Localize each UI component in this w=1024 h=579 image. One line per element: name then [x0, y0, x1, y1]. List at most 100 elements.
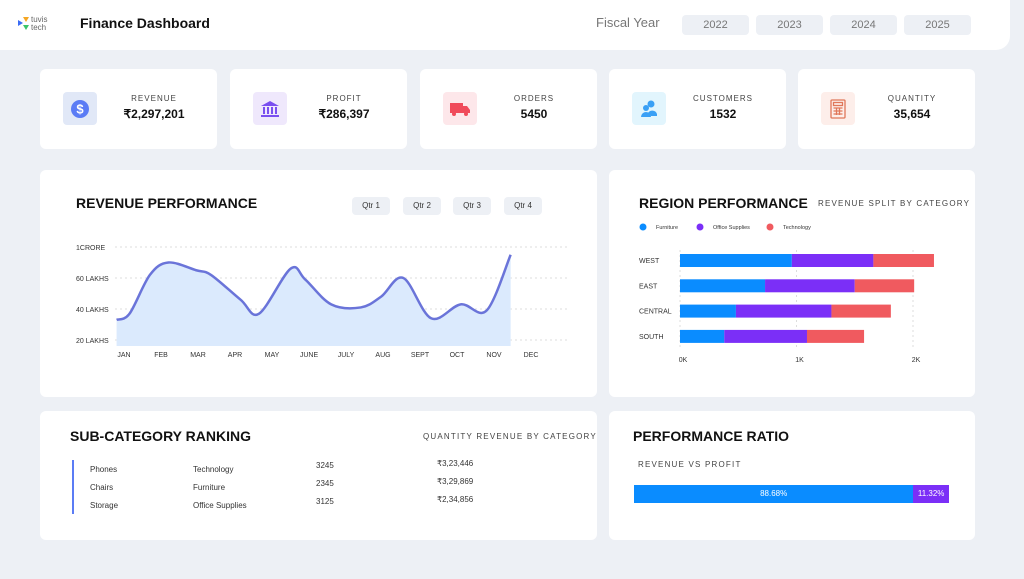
quantity: 3125	[316, 497, 334, 506]
qtr-4-button[interactable]: Qtr 4	[504, 197, 542, 215]
x-tick-label: DEC	[524, 352, 539, 359]
card-title: SUB-CATEGORY RANKING	[70, 428, 251, 444]
row-indicator	[72, 460, 74, 478]
table-row: Chairs Furniture 2345 ₹3,29,869	[70, 477, 570, 498]
kpi-value: 5450	[520, 107, 548, 121]
card-subtitle: REVENUE SPLIT BY CATEGORY	[818, 199, 971, 208]
table-row: Storage Office Supplies 3125 ₹2,34,856	[70, 495, 570, 516]
kpi-label: PROFIT	[326, 94, 362, 103]
dollar-icon: $	[63, 92, 97, 125]
header: tuvis tech Finance Dashboard Fiscal Year…	[0, 0, 1010, 50]
legend-marker	[766, 223, 774, 231]
profit-segment: 11.32%	[913, 485, 949, 503]
legend-marker	[639, 223, 647, 231]
y-tick-label: WEST	[639, 258, 660, 265]
y-tick-label: SOUTH	[639, 334, 664, 341]
kpi-card-revenue: $ REVENUE ₹2,297,201	[40, 69, 217, 149]
x-tick-label: FEB	[154, 352, 168, 359]
qtr-2-button[interactable]: Qtr 2	[403, 197, 441, 215]
card-subtitle: QUANTITY REVENUE BY CATEGORY	[423, 432, 597, 441]
kpi-value: 1532	[709, 107, 737, 121]
bar-segment	[680, 254, 792, 267]
bar-segment	[831, 304, 891, 318]
revenue: ₹3,29,869	[437, 477, 474, 486]
x-tick-label: OCT	[450, 352, 466, 359]
revenue: ₹2,34,856	[437, 495, 474, 504]
x-tick-label: JULY	[338, 352, 355, 359]
card-title: PERFORMANCE RATIO	[633, 428, 790, 444]
performance-ratio-card: PERFORMANCE RATIO REVENUE VS PROFIT 88.6…	[609, 411, 975, 540]
region-bar-chart: 0K 1K 2K Furniture Office Supplies Technology…	[639, 223, 934, 364]
sub-category-ranking-card: SUB-CATEGORY RANKING QUANTITY REVENUE BY…	[40, 411, 597, 540]
kpi-card-profit: PROFIT ₹286,397	[230, 69, 407, 149]
y-tick-label: EAST	[639, 283, 658, 290]
truck-icon	[443, 92, 477, 125]
subcategory-name: Chairs	[90, 483, 114, 492]
table-row: Phones Technology 3245 ₹3,23,446	[70, 459, 570, 480]
year-button-2023[interactable]: 2023	[756, 15, 823, 35]
x-tick-label: 2K	[912, 357, 921, 364]
category-name: Furniture	[193, 483, 226, 492]
quantity: 2345	[316, 479, 334, 488]
kpi-value: ₹286,397	[318, 107, 370, 121]
page-title: Finance Dashboard	[80, 15, 210, 31]
y-tick-label: CENTRAL	[639, 309, 672, 316]
bar-segment	[680, 304, 736, 318]
bar-segment	[854, 279, 915, 293]
card-title: REVENUE PERFORMANCE	[76, 195, 258, 211]
year-button-2024[interactable]: 2024	[830, 15, 897, 35]
x-tick-label: 1K	[795, 357, 804, 364]
year-button-2022[interactable]: 2022	[682, 15, 749, 35]
kpi-value: 35,654	[893, 107, 931, 121]
x-tick-label: SEPT	[411, 352, 430, 359]
y-tick-label: 20 LAKHS	[76, 338, 109, 345]
card-title: REGION PERFORMANCE	[639, 195, 808, 211]
legend-label: Technology	[783, 225, 811, 231]
x-tick-label: MAR	[190, 352, 206, 359]
area-fill	[116, 254, 511, 346]
x-tick-label: JUNE	[300, 352, 319, 359]
x-tick-label: MAY	[265, 352, 280, 359]
subcategory-name: Storage	[90, 501, 119, 510]
y-tick-label: 1CRORE	[76, 245, 106, 252]
year-button-2025[interactable]: 2025	[904, 15, 971, 35]
users-icon	[632, 92, 666, 125]
qtr-1-button[interactable]: Qtr 1	[352, 197, 390, 215]
ratio-bar: 88.68% 11.32%	[634, 485, 949, 503]
card-subtitle: REVENUE VS PROFIT	[638, 460, 742, 469]
kpi-card-quantity: QUANTITY 35,654	[798, 69, 975, 149]
category-name: Office Supplies	[193, 501, 247, 510]
kpi-label: ORDERS	[513, 94, 555, 103]
x-tick-label: NOV	[486, 352, 502, 359]
y-tick-label: 40 LAKHS	[76, 307, 109, 314]
calculator-icon	[821, 92, 855, 125]
revenue-segment: 88.68%	[634, 485, 914, 503]
category-name: Technology	[193, 465, 234, 474]
legend-label: Furniture	[656, 225, 678, 231]
row-indicator	[72, 478, 74, 496]
bar-segment	[735, 304, 832, 318]
revenue-line	[116, 254, 512, 322]
kpi-label: REVENUE	[131, 94, 177, 103]
kpi-label: CUSTOMERS	[693, 94, 753, 103]
fiscal-year-label: Fiscal Year	[596, 15, 660, 30]
qtr-3-button[interactable]: Qtr 3	[453, 197, 491, 215]
revenue-line-chart: 20 LAKHS 40 LAKHS 60 LAKHS 1CRORE JAN FEB MAR A…	[76, 245, 570, 359]
svg-text:$: $	[76, 101, 84, 116]
legend-marker	[696, 223, 704, 231]
y-tick-label: 60 LAKHS	[76, 276, 109, 283]
legend-label: Office Supplies	[713, 225, 750, 231]
subcategory-name: Phones	[90, 465, 118, 474]
kpi-card-customers: CUSTOMERS 1532	[609, 69, 786, 149]
kpi-label: QUANTITY	[887, 94, 937, 103]
x-tick-label: AUG	[375, 352, 390, 359]
x-tick-label: 0K	[679, 357, 688, 364]
x-tick-label: APR	[228, 352, 242, 359]
region-performance-card: REGION PERFORMANCE REVENUE SPLIT BY CATE…	[609, 170, 975, 397]
bar-segment	[873, 254, 934, 267]
row-indicator	[72, 496, 74, 514]
bar-segment	[680, 279, 766, 293]
bar-segment	[806, 329, 865, 343]
revenue-performance-card: REVENUE PERFORMANCE Qtr 1 Qtr 2 Qtr 3 Qt…	[40, 170, 597, 397]
bank-icon	[253, 92, 287, 125]
